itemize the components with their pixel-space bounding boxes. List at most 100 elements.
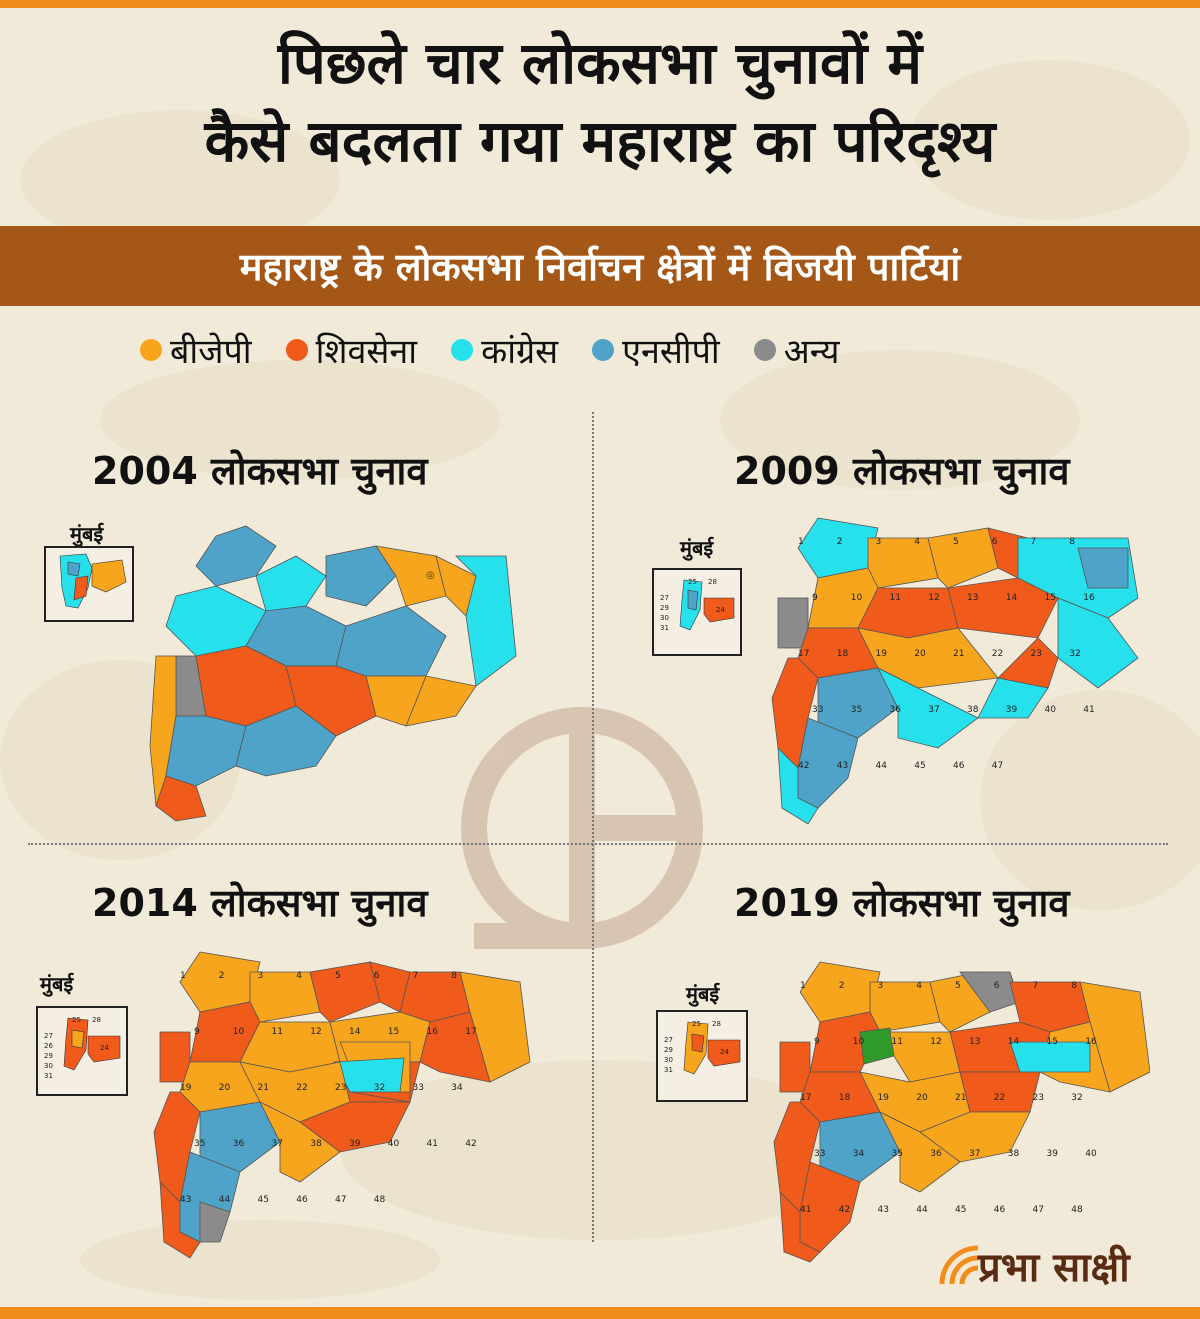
- constituency-number: 7: [1033, 981, 1039, 991]
- constituency-number: 4: [296, 971, 302, 981]
- inset-constituency-number: 24: [720, 1048, 729, 1056]
- constituency-number: 5: [955, 981, 961, 991]
- constituency-number: 12: [930, 1037, 941, 1047]
- inset-constituency-number: 30: [44, 1062, 53, 1070]
- constituency-number: 36: [930, 1149, 942, 1159]
- inset-label-mumbai-2019: मुंबई: [686, 982, 720, 1006]
- inset-constituency-number: 27: [44, 1032, 53, 1040]
- constituency-number: 15: [388, 1027, 399, 1037]
- legend-label: अन्य: [783, 332, 840, 372]
- constituency-number: 45: [955, 1205, 966, 1215]
- constituency-number: 12: [310, 1027, 321, 1037]
- vertical-divider: [592, 412, 594, 1242]
- constituency-number: 14: [349, 1027, 361, 1037]
- inset-label-mumbai-2009: मुंबई: [680, 536, 714, 560]
- mumbai-inset-2009: 25 28 27 29 30 31 24: [652, 568, 742, 656]
- constituency-number: 15: [1045, 593, 1056, 603]
- top-accent-bar: [0, 0, 1200, 8]
- inset-constituency-number: 29: [660, 604, 669, 612]
- inset-constituency-number: 29: [44, 1052, 53, 1060]
- legend-dot-bjp: [140, 339, 162, 361]
- inset-constituency-number: 27: [664, 1036, 673, 1044]
- inset-constituency-number: 28: [708, 578, 717, 586]
- constituency-number: 3: [876, 537, 882, 547]
- constituency-number: 22: [296, 1083, 307, 1093]
- constituency-number: 39: [349, 1139, 361, 1149]
- constituency-number: 12: [928, 593, 939, 603]
- constituency-number: 2: [839, 981, 845, 991]
- constituency-number: 40: [1085, 1149, 1097, 1159]
- constituency-number: 22: [994, 1093, 1005, 1103]
- constituency-number: 13: [967, 593, 978, 603]
- constituency-number: 33: [812, 705, 823, 715]
- constituency-number: 2: [837, 537, 843, 547]
- year-title-2004: 2004 लोकसभा चुनाव: [92, 449, 428, 493]
- constituency-number: 10: [853, 1037, 865, 1047]
- constituency-number: 21: [953, 649, 964, 659]
- map-2004: ◎: [149, 525, 517, 822]
- inset-constituency-number: 25: [688, 578, 697, 586]
- constituency-number: 33: [814, 1149, 825, 1159]
- constituency-number: 37: [969, 1149, 980, 1159]
- inset-constituency-number: 24: [100, 1044, 109, 1052]
- constituency-number: 2: [219, 971, 225, 981]
- constituency-number: 15: [1047, 1037, 1058, 1047]
- constituency-number: 8: [1069, 537, 1075, 547]
- constituency-number: 43: [878, 1205, 889, 1215]
- constituency-number: 17: [798, 649, 809, 659]
- constituency-number: 43: [837, 761, 848, 771]
- constituency-number: 10: [851, 593, 863, 603]
- constituency-number: 11: [272, 1027, 283, 1037]
- constituency-number: 19: [878, 1093, 890, 1103]
- constituency-number: 41: [1083, 705, 1094, 715]
- constituency-number: 36: [233, 1139, 245, 1149]
- constituency-number: 42: [839, 1205, 850, 1215]
- year-title-2019: 2019 लोकसभा चुनाव: [734, 881, 1070, 925]
- constituency-number: 35: [194, 1139, 205, 1149]
- constituency-number: 33: [413, 1083, 424, 1093]
- constituency-number: 45: [914, 761, 925, 771]
- constituency-number: 43: [180, 1195, 191, 1205]
- constituency-number: 20: [219, 1083, 231, 1093]
- inset-constituency-number: 31: [44, 1072, 53, 1080]
- constituency-number: 14: [1008, 1037, 1020, 1047]
- constituency-number: 23: [335, 1083, 346, 1093]
- constituency-number: 23: [1031, 649, 1042, 659]
- constituency-number: 7: [1031, 537, 1037, 547]
- constituency-number: 4: [914, 537, 920, 547]
- inset-constituency-number: 24: [716, 606, 725, 614]
- constituency-number: 5: [335, 971, 341, 981]
- legend-item-congress: कांग्रेस: [451, 327, 558, 373]
- svg-text:◎: ◎: [426, 570, 435, 581]
- inset-label-mumbai-2014: मुंबई: [40, 972, 74, 996]
- constituency-number: 38: [310, 1139, 322, 1149]
- constituency-number: 39: [1006, 705, 1018, 715]
- inset-constituency-number: 30: [664, 1056, 673, 1064]
- constituency-number: 44: [219, 1195, 231, 1205]
- constituency-number: 38: [1008, 1149, 1020, 1159]
- constituency-number: 1: [798, 537, 804, 547]
- constituency-number: 17: [800, 1093, 811, 1103]
- constituency-number: 22: [992, 649, 1003, 659]
- constituency-number: 3: [258, 971, 264, 981]
- constituency-number: 40: [388, 1139, 400, 1149]
- constituency-number: 37: [272, 1139, 283, 1149]
- page-title: पिछले चार लोकसभा चुनावों में कैसे बदलता …: [0, 24, 1200, 180]
- constituency-number: 8: [1071, 981, 1077, 991]
- logo-sun-rays-icon: [939, 1245, 979, 1285]
- constituency-number: 9: [814, 1037, 820, 1047]
- constituency-number: 9: [812, 593, 818, 603]
- inset-constituency-number: 30: [660, 614, 669, 622]
- constituency-number: 10: [233, 1027, 245, 1037]
- constituency-number: 46: [953, 761, 965, 771]
- constituency-number: 44: [876, 761, 888, 771]
- inset-constituency-number: 27: [660, 594, 669, 602]
- legend: बीजेपी शिवसेना कांग्रेस एनसीपी अन्य: [140, 326, 1060, 374]
- constituency-number: 48: [374, 1195, 386, 1205]
- legend-item-other: अन्य: [753, 327, 840, 373]
- constituency-number: 23: [1033, 1093, 1044, 1103]
- logo-text: प्रभा साक्षी: [978, 1244, 1130, 1291]
- constituency-number: 16: [1083, 593, 1095, 603]
- constituency-number: 35: [892, 1149, 903, 1159]
